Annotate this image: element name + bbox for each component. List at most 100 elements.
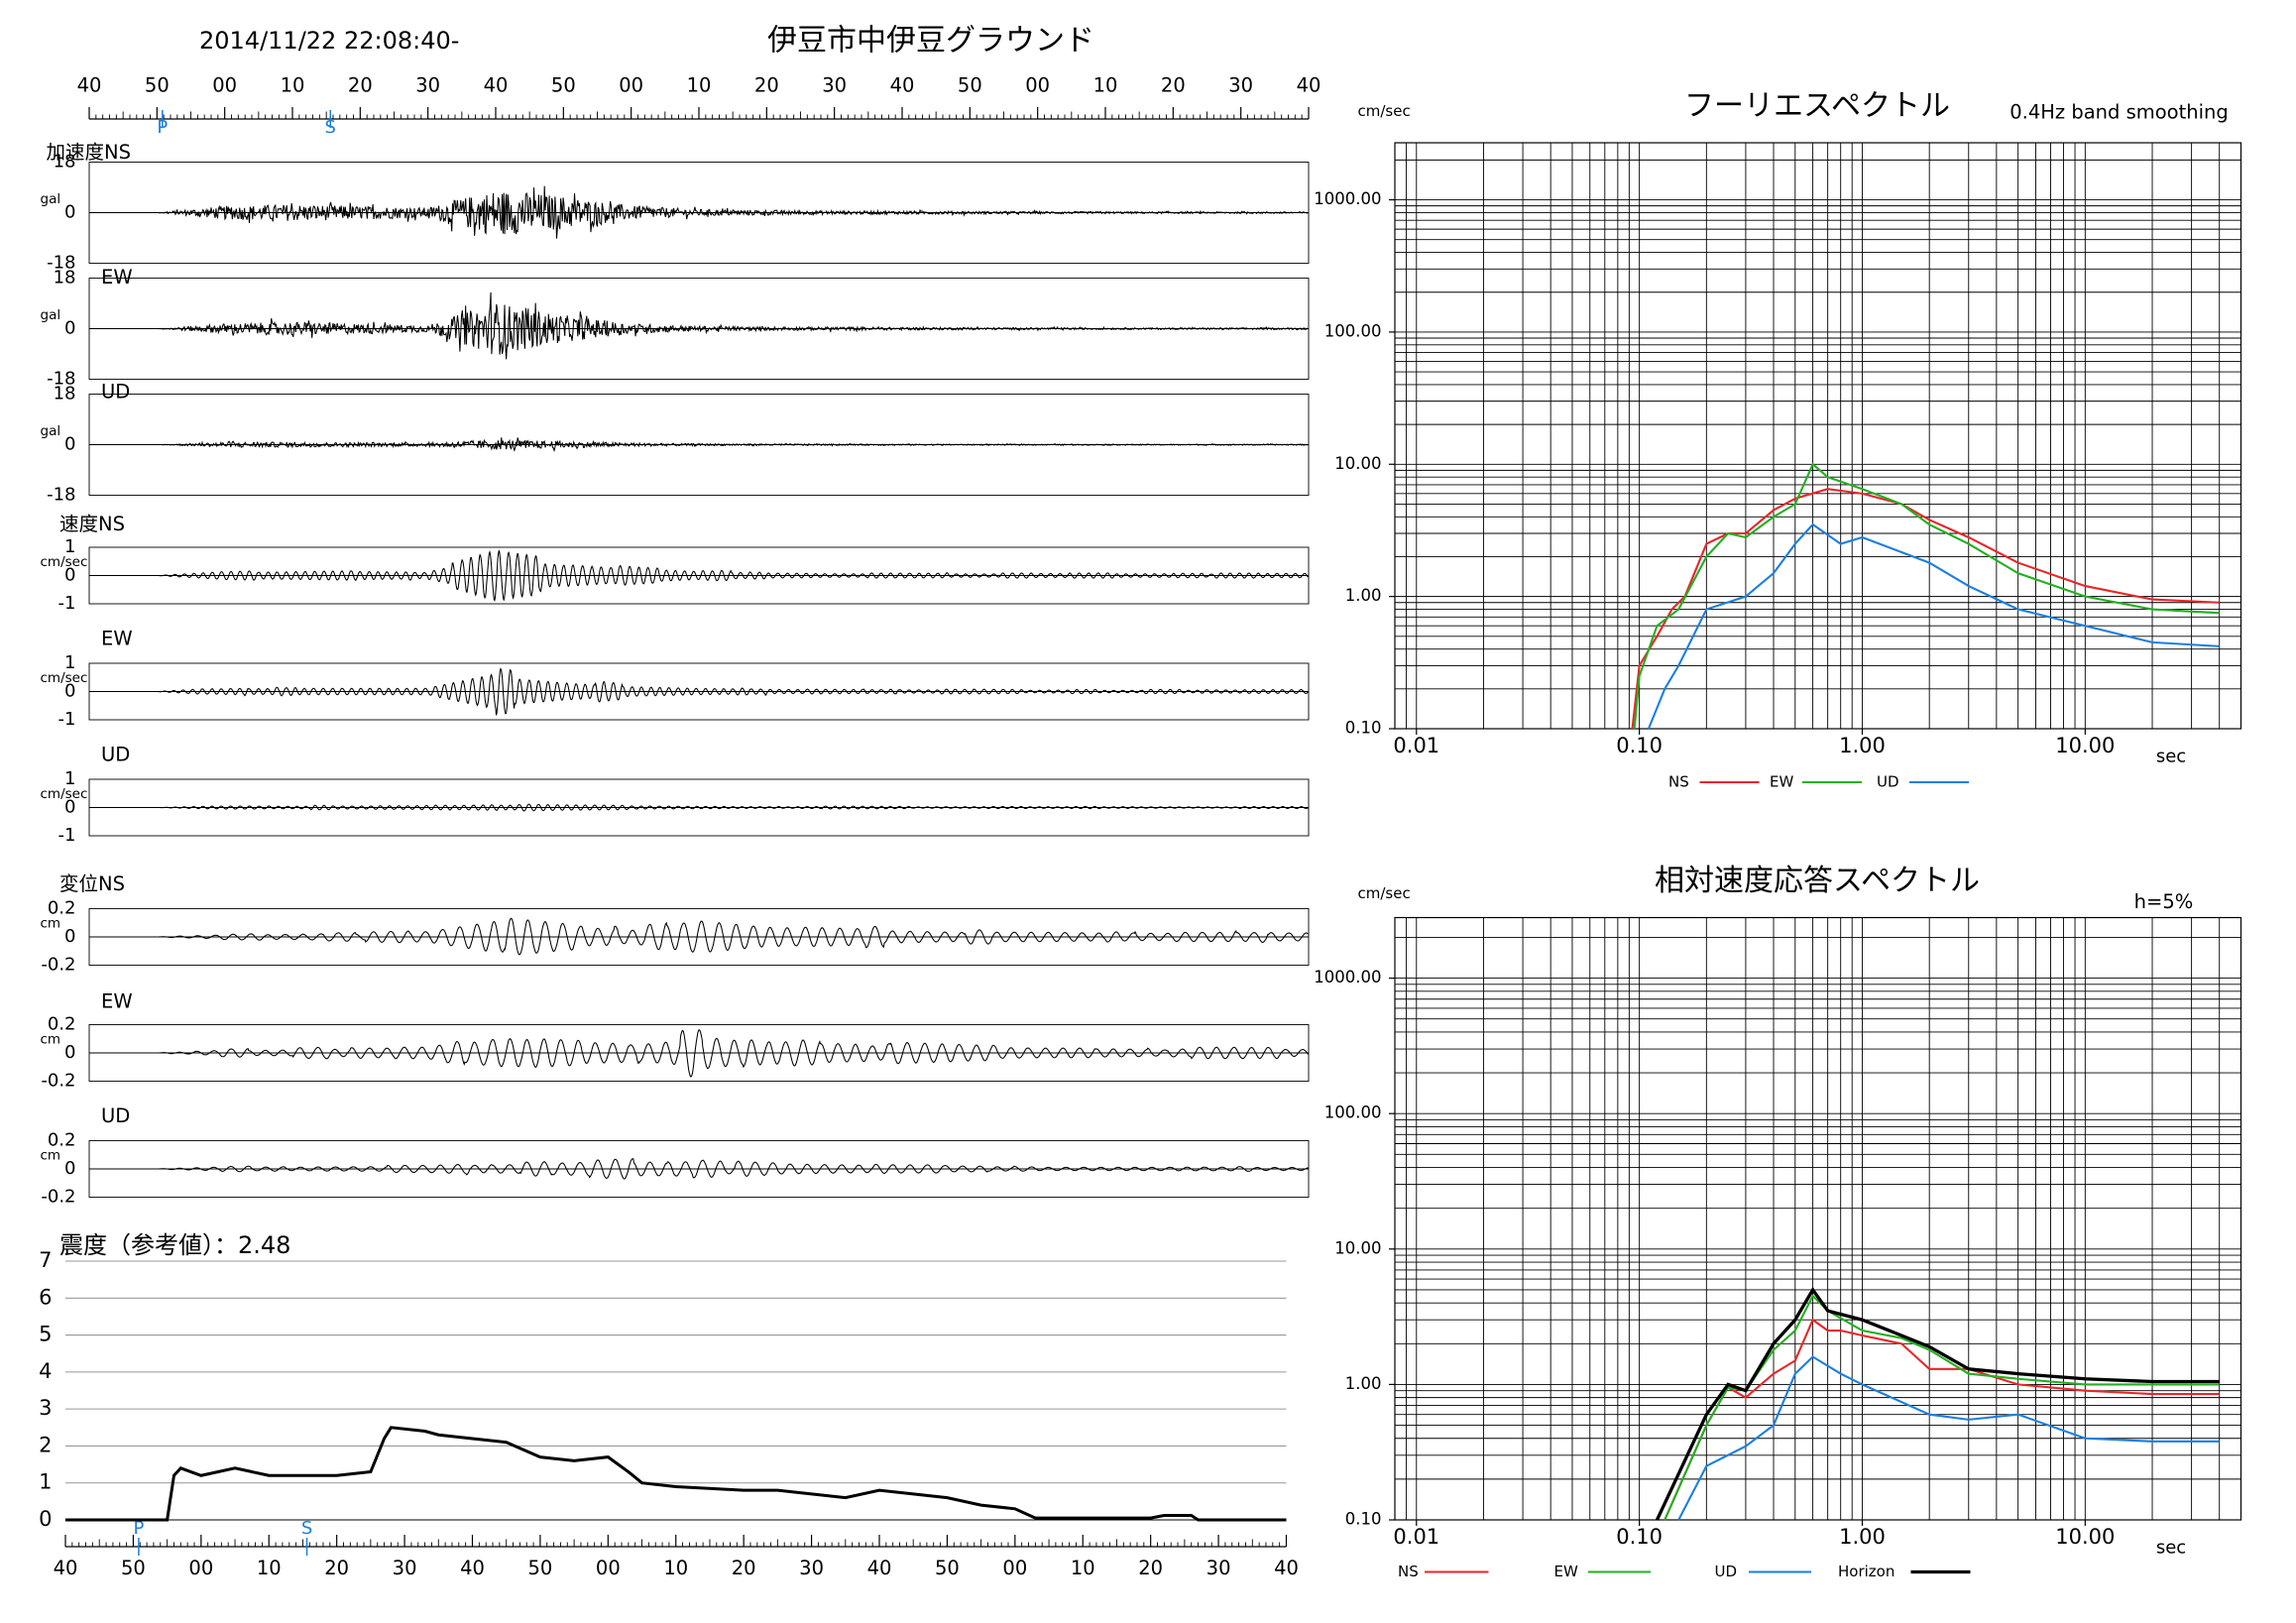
wave-tick-label: -1 xyxy=(58,593,76,614)
time-tick-label: 00 xyxy=(212,74,237,97)
wave-tick-label: 0 xyxy=(64,1158,75,1179)
wave-tick-label: 0 xyxy=(64,318,75,339)
y-tick-label: 1000.00 xyxy=(1314,968,1381,986)
phase-label: P xyxy=(133,1518,144,1539)
wave-label: UD xyxy=(101,744,130,766)
y-tick-label: 0.10 xyxy=(1345,1510,1382,1529)
intensity-tick-label: 4 xyxy=(39,1359,52,1383)
wave-tick-label: -0.2 xyxy=(41,1071,75,1092)
y-tick-label: 100.00 xyxy=(1324,1103,1382,1122)
wave-tick-label: -18 xyxy=(47,253,75,274)
time-tick-label: 00 xyxy=(1002,1557,1027,1579)
wave-tick-label: -1 xyxy=(58,709,76,730)
waveform xyxy=(89,291,1309,360)
wave-label: EW xyxy=(101,266,133,289)
intensity-tick-label: 3 xyxy=(39,1396,52,1420)
waveform xyxy=(89,803,1309,812)
time-tick-label: 40 xyxy=(484,74,509,97)
wave-unit: cm/sec xyxy=(41,670,88,686)
time-tick-label: 10 xyxy=(1071,1557,1095,1579)
waveform xyxy=(89,667,1309,716)
waveform xyxy=(89,1158,1309,1180)
wave-tick-label: 0 xyxy=(64,434,75,455)
time-tick-label: 30 xyxy=(799,1557,824,1579)
legend-label: UD xyxy=(1877,773,1899,791)
time-tick-label: 40 xyxy=(460,1557,485,1579)
time-tick-label: 20 xyxy=(732,1557,756,1579)
wave-tick-label: -0.2 xyxy=(41,1187,75,1208)
wave-unit: gal xyxy=(41,191,61,207)
time-tick-label: 20 xyxy=(1161,74,1186,97)
y-tick-label: 1.00 xyxy=(1345,586,1382,605)
datetime: 2014/11/22 22:08:40- xyxy=(199,27,459,55)
x-tick-label: 10.00 xyxy=(2055,1525,2115,1549)
wave-tick-label: 0 xyxy=(64,202,75,223)
intensity-tick-label: 2 xyxy=(39,1433,52,1456)
y-tick-label: 1000.00 xyxy=(1314,189,1381,208)
wave-tick-label: -18 xyxy=(47,485,75,506)
spectrum-line xyxy=(1664,1294,2220,1521)
intensity-tick-label: 5 xyxy=(39,1323,52,1346)
time-tick-label: 50 xyxy=(121,1557,146,1579)
x-tick-label: 0.01 xyxy=(1393,734,1439,757)
time-tick-label: 50 xyxy=(145,74,170,97)
time-tick-label: 00 xyxy=(188,1557,213,1579)
time-tick-label: 40 xyxy=(77,74,102,97)
time-tick-label: 30 xyxy=(1206,1557,1231,1579)
time-tick-label: 40 xyxy=(54,1557,78,1579)
spectrum-note: 0.4Hz band smoothing xyxy=(2009,101,2229,124)
spectrum-note: h=5% xyxy=(2134,890,2194,913)
time-tick-label: 00 xyxy=(596,1557,621,1579)
y-tick-label: 10.00 xyxy=(1334,454,1381,473)
wave-tick-label: 18 xyxy=(54,152,76,173)
plot-frame xyxy=(1394,142,2242,730)
wave-label: EW xyxy=(101,628,133,650)
legend-label: EW xyxy=(1554,1563,1578,1580)
wave-unit: cm/sec xyxy=(41,786,88,802)
x-unit: sec xyxy=(2156,747,2186,767)
time-tick-label: 20 xyxy=(324,1557,349,1579)
time-tick-label: 10 xyxy=(281,74,305,97)
spectrum-line xyxy=(1631,488,2220,730)
station-name: 伊豆市中伊豆グラウンド xyxy=(767,24,1094,58)
spectrum-line xyxy=(1647,522,2220,730)
wave-unit: cm xyxy=(41,1032,61,1048)
legend-label: UD xyxy=(1715,1563,1738,1580)
legend-label: Horizon xyxy=(1838,1563,1894,1580)
time-tick-label: 00 xyxy=(619,74,643,97)
x-tick-label: 10.00 xyxy=(2055,734,2115,757)
time-tick-label: 30 xyxy=(415,74,440,97)
spectrum-line xyxy=(1633,462,2220,730)
waveform xyxy=(89,549,1309,603)
spectrum-line xyxy=(1655,1286,2220,1521)
wave-unit: cm/sec xyxy=(41,554,88,570)
time-tick-label: 10 xyxy=(687,74,712,97)
time-tick-label: 10 xyxy=(663,1557,688,1579)
legend-label: NS xyxy=(1668,773,1689,791)
y-unit: cm/sec xyxy=(1358,884,1411,902)
wave-label: UD xyxy=(101,381,130,404)
time-tick-label: 30 xyxy=(1228,74,1253,97)
y-tick-label: 10.00 xyxy=(1334,1238,1381,1257)
wave-label: EW xyxy=(101,990,133,1013)
wave-tick-label: 0 xyxy=(64,681,75,702)
time-tick-label: 40 xyxy=(890,74,915,97)
legend-label: EW xyxy=(1770,773,1793,791)
intensity-line xyxy=(65,1426,1287,1522)
wave-label: 加速度NS xyxy=(47,141,131,164)
x-tick-label: 0.10 xyxy=(1616,1525,1663,1549)
wave-tick-label: -0.2 xyxy=(41,955,75,976)
waveform xyxy=(89,917,1309,956)
wave-tick-label: 0 xyxy=(64,926,75,947)
wave-tick-label: 18 xyxy=(54,268,76,289)
time-tick-label: 10 xyxy=(257,1557,282,1579)
spectrum-title: 相対速度応答スペクトル xyxy=(1655,864,1980,898)
intensity-tick-label: 1 xyxy=(39,1470,52,1494)
time-tick-label: 50 xyxy=(935,1557,960,1579)
time-tick-label: 20 xyxy=(1138,1557,1163,1579)
spectrum-line xyxy=(1677,1355,2220,1521)
wave-tick-label: 0.2 xyxy=(48,1014,76,1035)
wave-tick-label: 0.2 xyxy=(48,1130,76,1151)
